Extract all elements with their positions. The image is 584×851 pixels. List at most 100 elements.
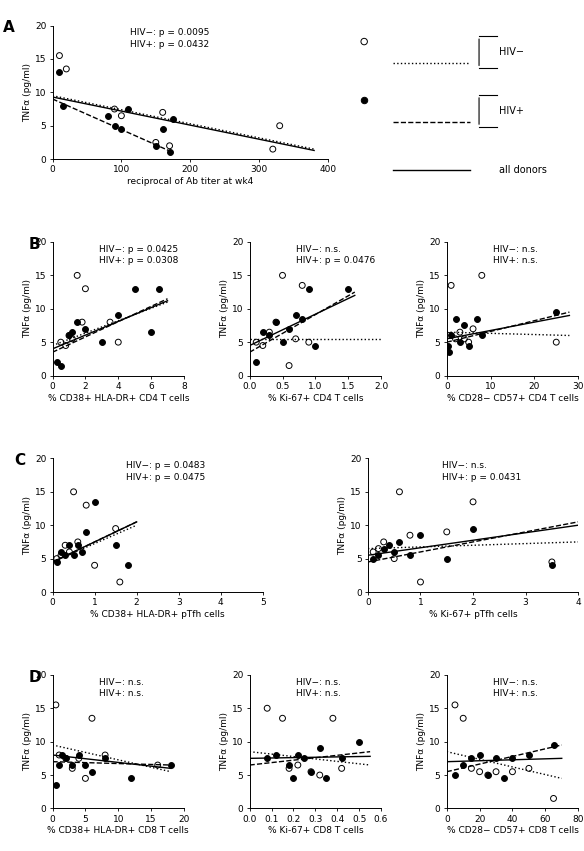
Point: [446, 328, 456, 342]
Point: [458, 711, 468, 725]
Point: [58, 99, 68, 112]
Point: [68, 325, 77, 339]
X-axis label: % CD38+ HLA-DR+ CD8 T cells: % CD38+ HLA-DR+ CD8 T cells: [47, 826, 189, 836]
Point: [68, 332, 77, 346]
Text: HIV−: n.s.
HIV+: p = 0.0476: HIV−: n.s. HIV+: p = 0.0476: [296, 244, 375, 266]
Point: [74, 748, 84, 762]
Point: [262, 701, 272, 715]
Point: [54, 748, 64, 762]
Point: [379, 542, 388, 556]
Point: [55, 66, 64, 79]
Point: [379, 535, 388, 549]
Point: [311, 339, 320, 352]
Point: [442, 525, 451, 539]
Text: HIV−: p = 0.0483
HIV+: p = 0.0475: HIV−: p = 0.0483 HIV+: p = 0.0475: [126, 461, 206, 482]
Point: [117, 109, 126, 123]
Point: [113, 335, 123, 349]
Point: [508, 751, 517, 765]
Point: [293, 758, 303, 772]
Y-axis label: TNFα (pg/ml): TNFα (pg/ml): [417, 279, 426, 338]
Point: [68, 758, 77, 772]
Point: [62, 62, 71, 76]
Point: [306, 765, 315, 779]
Point: [369, 545, 378, 559]
Point: [304, 282, 314, 295]
Point: [61, 751, 70, 765]
Point: [483, 768, 492, 782]
Point: [51, 698, 61, 711]
Text: HIV−: HIV−: [499, 48, 524, 57]
Point: [374, 542, 383, 556]
Point: [284, 758, 294, 772]
Y-axis label: TNFα (pg/ml): TNFα (pg/ml): [220, 279, 229, 338]
Point: [265, 328, 274, 342]
Point: [61, 539, 70, 552]
Point: [87, 711, 96, 725]
Point: [354, 735, 364, 749]
Point: [81, 772, 90, 785]
Point: [374, 548, 383, 562]
Point: [100, 751, 110, 765]
Point: [475, 765, 484, 779]
Point: [499, 772, 509, 785]
Point: [455, 335, 464, 349]
Point: [477, 328, 486, 342]
Point: [315, 768, 325, 782]
Point: [460, 332, 469, 346]
Y-axis label: TNFα (pg/ml): TNFα (pg/ml): [417, 712, 426, 771]
X-axis label: % Ki-67+ CD8 T cells: % Ki-67+ CD8 T cells: [267, 826, 363, 836]
Point: [468, 522, 478, 535]
Point: [306, 765, 315, 779]
Point: [284, 762, 294, 775]
Point: [549, 738, 558, 751]
Point: [337, 762, 346, 775]
Point: [258, 325, 267, 339]
Y-axis label: TNFα (pg/ml): TNFα (pg/ml): [23, 712, 32, 771]
Point: [416, 575, 425, 589]
Text: HIV+: HIV+: [499, 106, 524, 116]
Point: [158, 123, 168, 136]
Text: all donors: all donors: [499, 165, 547, 174]
Point: [69, 485, 78, 499]
Point: [284, 322, 294, 335]
Point: [468, 495, 478, 509]
Point: [416, 528, 425, 542]
Point: [491, 765, 500, 779]
Text: D: D: [29, 670, 41, 684]
Point: [472, 312, 482, 326]
Point: [127, 772, 136, 785]
Text: HIV−: n.s.
HIV+: n.s.: HIV−: n.s. HIV+: n.s.: [296, 677, 340, 699]
Point: [56, 335, 65, 349]
Point: [100, 748, 110, 762]
Point: [467, 751, 476, 765]
Point: [110, 119, 119, 133]
X-axis label: % Ki-67+ pTfh cells: % Ki-67+ pTfh cells: [429, 610, 517, 619]
Point: [52, 551, 61, 565]
Point: [58, 748, 67, 762]
Point: [369, 551, 378, 565]
Point: [278, 711, 287, 725]
Point: [468, 322, 478, 335]
Point: [82, 525, 91, 539]
Y-axis label: TNFα (pg/ml): TNFα (pg/ml): [23, 496, 32, 555]
Point: [166, 758, 175, 772]
Point: [56, 545, 65, 559]
Point: [115, 575, 124, 589]
Point: [55, 49, 64, 62]
Y-axis label: TNFα (pg/ml): TNFα (pg/ml): [23, 63, 32, 122]
Point: [405, 528, 415, 542]
Text: HIV−: n.s.
HIV+: n.s.: HIV−: n.s. HIV+: n.s.: [493, 677, 538, 699]
Point: [524, 748, 534, 762]
Point: [64, 328, 74, 342]
Point: [258, 339, 267, 352]
Point: [56, 359, 65, 373]
Point: [271, 316, 280, 329]
Point: [111, 522, 120, 535]
Point: [103, 109, 112, 123]
Point: [291, 332, 300, 346]
Point: [81, 322, 90, 335]
Point: [165, 146, 174, 159]
Point: [61, 339, 70, 352]
Point: [271, 748, 280, 762]
Point: [475, 748, 484, 762]
